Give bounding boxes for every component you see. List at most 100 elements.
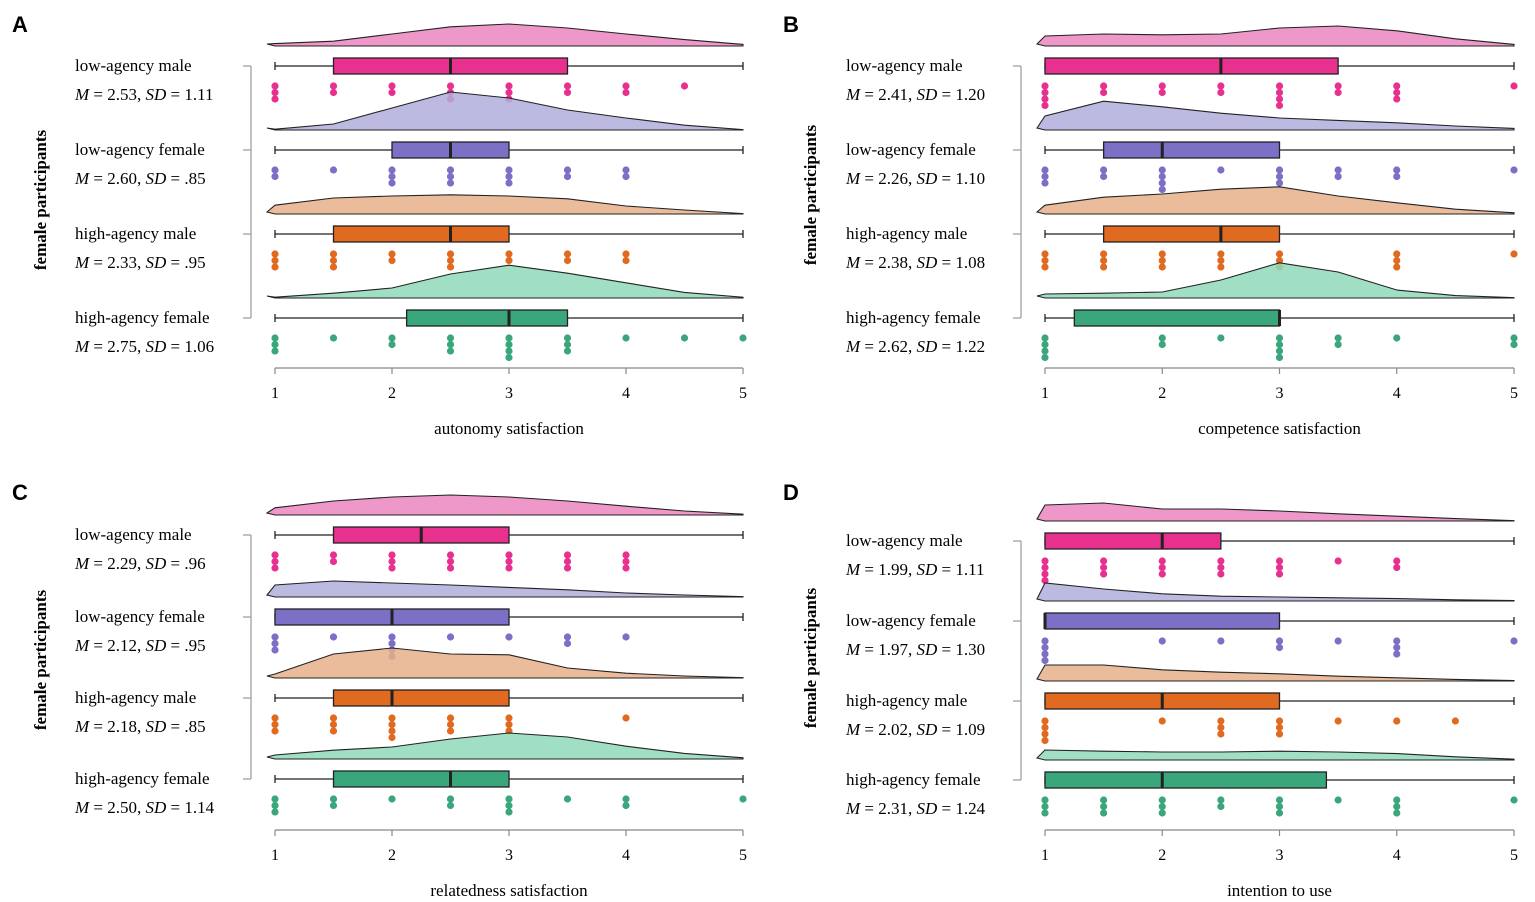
data-point (1041, 730, 1049, 738)
data-point (1158, 796, 1166, 804)
data-point (1393, 796, 1401, 804)
data-point (271, 633, 279, 641)
data-point (1041, 353, 1049, 362)
data-point (505, 720, 513, 729)
stat-m-symbol: M (74, 85, 90, 104)
stat-m-symbol: M (74, 337, 90, 356)
stat-m-symbol: M (845, 85, 861, 104)
panel-letter: B (783, 12, 799, 37)
group-stats: M = 2.62, SD = 1.22 (845, 337, 985, 356)
data-point (1217, 256, 1225, 265)
stat-m-symbol: M (845, 640, 861, 659)
data-point (271, 801, 279, 810)
data-point (388, 250, 396, 258)
group-low-agency-male: low-agency male M = 2.29, SD = .96 (74, 494, 744, 573)
data-point (1041, 88, 1049, 97)
data-point (329, 727, 338, 735)
box-iqr (1044, 57, 1339, 75)
group-stats: M = 2.31, SD = 1.24 (845, 799, 986, 818)
group-label: high-agency female (75, 308, 210, 327)
group-low-agency-female: low-agency female M = 2.26, SD = 1.10 (845, 100, 1518, 194)
data-point (1100, 263, 1108, 271)
data-point (1275, 95, 1284, 103)
density-cloud (1036, 582, 1515, 602)
x-tick-label: 3 (1276, 847, 1284, 864)
stat-sd-value: = 1.11 (937, 560, 984, 579)
data-point (271, 334, 279, 342)
x-axis-label: competence satisfaction (1198, 419, 1361, 438)
stat-sd-symbol: SD (917, 169, 939, 188)
x-tick-label: 4 (622, 847, 630, 864)
stat-m-value: = 2.60, (89, 169, 145, 188)
data-point (1158, 557, 1166, 565)
data-point (271, 646, 279, 654)
data-point (388, 334, 396, 342)
x-tick-label: 2 (388, 847, 396, 864)
data-point (388, 551, 396, 559)
data-point (563, 172, 572, 181)
data-point (1217, 250, 1225, 258)
x-tick-label: 1 (1041, 385, 1049, 402)
data-point (1217, 796, 1225, 804)
box-iqr (1073, 309, 1281, 327)
stat-m-symbol: M (845, 720, 861, 739)
group-label: low-agency male (75, 525, 192, 544)
data-point (1275, 250, 1284, 258)
data-point (271, 82, 279, 90)
group-label: high-agency male (846, 224, 967, 243)
data-point (1041, 172, 1049, 181)
stat-sd-value: = 1.14 (166, 798, 214, 817)
data-point (388, 256, 396, 265)
data-point (446, 347, 455, 355)
density-cloud (1035, 749, 1515, 761)
data-point (329, 557, 338, 566)
data-point (1393, 95, 1401, 103)
group-label: low-agency female (846, 140, 976, 159)
x-tick-label: 4 (1393, 847, 1401, 864)
data-point (329, 256, 338, 265)
data-point (563, 340, 572, 349)
data-point (1510, 82, 1518, 90)
stat-sd-value: = 1.11 (166, 85, 213, 104)
data-point (622, 714, 630, 722)
group-low-agency-male: low-agency male M = 2.53, SD = 1.11 (74, 23, 744, 104)
data-point (271, 95, 279, 103)
data-point (1275, 717, 1284, 725)
data-point (1275, 179, 1284, 187)
group-low-agency-female: low-agency female M = 2.60, SD = .85 (74, 91, 744, 188)
data-point (271, 557, 279, 566)
data-point (1041, 802, 1049, 811)
data-point (1275, 88, 1284, 97)
data-point (1275, 730, 1284, 738)
data-point (1041, 95, 1049, 103)
data-point (505, 179, 513, 187)
data-point (446, 172, 455, 181)
data-point (622, 801, 630, 810)
stat-m-symbol: M (74, 798, 90, 817)
data-point (271, 714, 279, 722)
data-point (505, 353, 513, 362)
data-point (1510, 340, 1518, 349)
data-point (563, 639, 572, 648)
stat-m-value: = 2.26, (860, 169, 916, 188)
data-point (388, 733, 396, 742)
density-cloud (1036, 502, 1515, 522)
stat-m-value: = 1.97, (860, 640, 916, 659)
data-point (1100, 166, 1108, 174)
data-point (1275, 353, 1284, 362)
data-point (1158, 263, 1166, 271)
data-point (563, 347, 572, 355)
data-point (1275, 563, 1284, 572)
data-point (505, 256, 513, 265)
data-point (1041, 179, 1049, 187)
data-point (388, 639, 396, 648)
data-point (1275, 172, 1284, 181)
data-point (505, 633, 513, 641)
data-point (1275, 166, 1284, 174)
data-point (505, 801, 513, 810)
data-point (1275, 570, 1284, 578)
stat-sd-value: = 1.30 (937, 640, 985, 659)
data-point (1041, 166, 1049, 174)
stat-m-value: = 2.31, (860, 799, 916, 818)
